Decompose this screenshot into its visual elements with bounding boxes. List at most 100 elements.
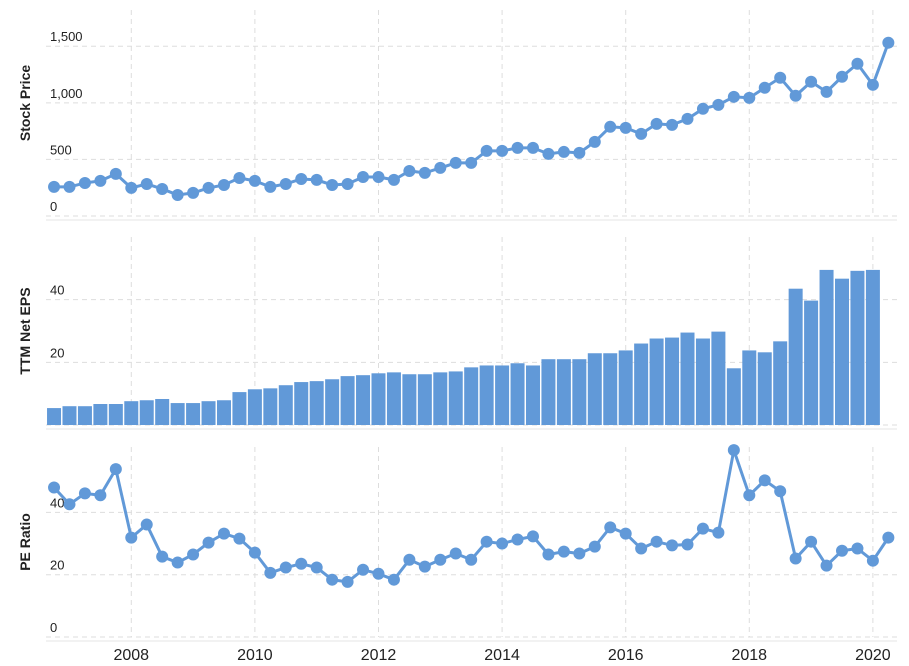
y-tick-label: 0 bbox=[50, 199, 57, 214]
bar bbox=[186, 403, 201, 425]
bar bbox=[124, 401, 139, 425]
bar bbox=[634, 343, 649, 425]
x-tick-label: 2010 bbox=[237, 647, 273, 664]
bar bbox=[386, 372, 401, 425]
point bbox=[109, 463, 122, 476]
point bbox=[542, 147, 555, 160]
point bbox=[557, 545, 570, 558]
point bbox=[78, 487, 91, 500]
bar bbox=[757, 352, 772, 425]
point bbox=[805, 75, 818, 88]
point bbox=[696, 522, 709, 535]
point bbox=[233, 532, 246, 545]
bar bbox=[788, 288, 803, 425]
point bbox=[851, 542, 864, 555]
y-tick-label: 20 bbox=[50, 558, 64, 573]
x-tick-label: 2012 bbox=[361, 647, 397, 664]
bar bbox=[356, 375, 371, 425]
point bbox=[187, 548, 200, 561]
point bbox=[882, 36, 895, 49]
point bbox=[217, 178, 230, 191]
point bbox=[387, 173, 400, 186]
bar bbox=[170, 403, 185, 425]
point bbox=[542, 548, 555, 561]
point bbox=[820, 85, 833, 98]
bar bbox=[525, 365, 540, 425]
point bbox=[78, 176, 91, 189]
bar bbox=[556, 359, 571, 425]
point bbox=[63, 498, 76, 511]
point bbox=[604, 521, 617, 534]
point bbox=[743, 489, 756, 502]
y-tick-label: 500 bbox=[50, 142, 72, 157]
bar bbox=[834, 278, 849, 425]
x-tick-label: 2014 bbox=[484, 647, 520, 664]
point bbox=[619, 121, 632, 134]
point bbox=[496, 144, 509, 157]
point bbox=[635, 542, 648, 555]
point bbox=[449, 156, 462, 169]
bar bbox=[711, 331, 726, 425]
y-axis-label: TTM Net EPS bbox=[17, 287, 33, 374]
point bbox=[418, 560, 431, 573]
line bbox=[54, 42, 890, 197]
bar bbox=[247, 389, 262, 425]
bar bbox=[773, 341, 788, 425]
point bbox=[774, 71, 787, 84]
y-tick-label: 40 bbox=[50, 495, 64, 510]
point bbox=[449, 547, 462, 560]
point bbox=[387, 573, 400, 586]
point bbox=[511, 141, 524, 154]
point bbox=[511, 533, 524, 546]
bar bbox=[47, 408, 62, 425]
point bbox=[789, 552, 802, 565]
point bbox=[866, 78, 879, 91]
x-tick-label: 2020 bbox=[855, 647, 891, 664]
bar bbox=[433, 372, 448, 425]
point bbox=[187, 186, 200, 199]
point bbox=[681, 538, 694, 551]
x-tick-label: 2016 bbox=[608, 647, 644, 664]
point bbox=[248, 546, 261, 559]
point bbox=[681, 112, 694, 125]
point bbox=[403, 164, 416, 177]
bar bbox=[618, 350, 633, 425]
point bbox=[727, 444, 740, 457]
point bbox=[480, 144, 493, 157]
point bbox=[805, 535, 818, 548]
y-tick-label: 40 bbox=[50, 283, 64, 298]
bar bbox=[865, 269, 880, 425]
bar bbox=[464, 367, 479, 425]
bar bbox=[587, 353, 602, 425]
point bbox=[696, 102, 709, 115]
bar bbox=[742, 350, 757, 425]
bar bbox=[541, 359, 556, 425]
point bbox=[851, 57, 864, 70]
bar bbox=[695, 338, 710, 425]
bar bbox=[294, 382, 309, 425]
bar bbox=[726, 368, 741, 425]
point bbox=[372, 567, 385, 580]
point bbox=[789, 89, 802, 102]
point bbox=[403, 553, 416, 566]
point bbox=[882, 531, 895, 544]
bar bbox=[479, 365, 494, 425]
point bbox=[588, 135, 601, 148]
point bbox=[835, 70, 848, 83]
point bbox=[434, 161, 447, 174]
bar bbox=[819, 269, 834, 425]
x-tick-label: 2018 bbox=[731, 647, 767, 664]
point bbox=[341, 575, 354, 588]
bar bbox=[62, 406, 77, 425]
bar bbox=[325, 379, 340, 425]
bar bbox=[309, 381, 324, 425]
y-axis-label: Stock Price bbox=[17, 65, 33, 141]
point bbox=[94, 174, 107, 187]
point bbox=[264, 180, 277, 193]
point bbox=[202, 536, 215, 549]
point bbox=[557, 145, 570, 158]
y-tick-label: 0 bbox=[50, 620, 57, 635]
bar bbox=[510, 363, 525, 425]
point bbox=[619, 527, 632, 540]
